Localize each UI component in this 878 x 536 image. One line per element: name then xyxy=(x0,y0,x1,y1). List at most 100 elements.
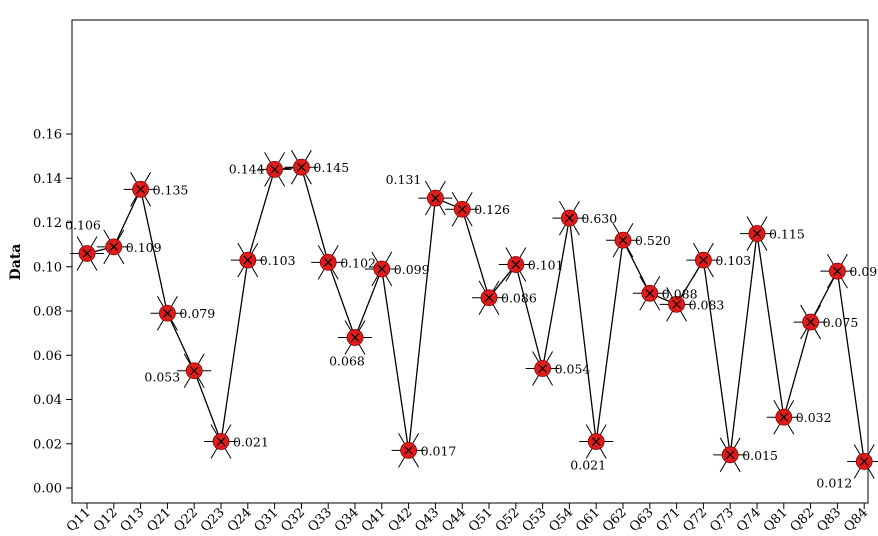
marker-x2 xyxy=(404,445,414,455)
data-label: 0.103 xyxy=(715,253,751,268)
y-axis: 0.00 0.02 0.04 0.06 0.08 0.10 0.12 0.14 0.16 xyxy=(33,128,72,497)
y-tick-label: 0.06 xyxy=(33,349,62,364)
marker-x2 xyxy=(725,450,735,460)
data-point xyxy=(177,353,212,388)
x-tick-label: Q23 xyxy=(198,505,228,531)
x-tick-label: Q22 xyxy=(171,505,201,531)
data-point xyxy=(713,437,748,473)
data-label: 0.103 xyxy=(260,253,296,268)
data-label: 0.109 xyxy=(126,240,162,255)
data-label: 0.126 xyxy=(474,202,510,217)
data-label: 0.083 xyxy=(689,297,725,312)
data-label: 0.630 xyxy=(581,211,617,226)
marker-x2 xyxy=(377,264,387,274)
data-point xyxy=(123,172,158,207)
marker-x2 xyxy=(109,242,119,252)
x-tick-label: Q73 xyxy=(707,505,737,531)
x-tick-label: Q51 xyxy=(466,505,496,531)
data-label: 0.131 xyxy=(386,172,422,187)
x-tick-label: Q33 xyxy=(305,505,335,531)
marker-x2 xyxy=(162,308,172,318)
x-tick-label: Q83 xyxy=(814,505,844,531)
x-axis: Q11Q12Q13Q21Q22Q23Q24Q31Q32Q33Q34Q41Q42Q… xyxy=(64,503,871,535)
marker-x2 xyxy=(832,266,842,276)
data-label: 0.054 xyxy=(555,362,591,377)
marker-x2 xyxy=(779,412,789,422)
data-point xyxy=(766,399,801,435)
series-marker-group xyxy=(70,149,878,479)
data-label: 0.115 xyxy=(769,227,805,242)
data-point xyxy=(284,149,319,185)
data-point xyxy=(257,152,292,187)
x-tick-label: Q63 xyxy=(627,505,657,531)
data-point xyxy=(338,320,372,355)
y-tick-label: 0.14 xyxy=(33,172,62,187)
data-label: 0.088 xyxy=(662,286,698,301)
y-tick-label: 0.12 xyxy=(33,216,62,231)
marker-x2 xyxy=(82,249,92,258)
data-point xyxy=(820,253,855,289)
data-label-group: 0.106 0.109 0.135 0.079 0.053 0.021 0.103 0.144… xyxy=(65,160,877,490)
data-point xyxy=(579,424,614,459)
x-tick-label: Q11 xyxy=(64,505,94,531)
data-point xyxy=(70,236,104,271)
data-label: 0.012 xyxy=(816,475,852,490)
data-label: 0.068 xyxy=(329,354,365,369)
series-line-group xyxy=(86,166,865,462)
y-tick-label: 0.16 xyxy=(33,128,62,143)
data-label: 0.102 xyxy=(340,255,376,270)
data-label: 0.520 xyxy=(635,233,671,248)
x-tick-label: Q53 xyxy=(520,505,550,531)
data-label: 0.017 xyxy=(421,443,457,458)
y-axis-title: Data xyxy=(8,244,24,281)
data-point xyxy=(525,351,560,386)
data-label: 0.032 xyxy=(796,410,832,425)
x-tick-label: Q32 xyxy=(278,505,308,531)
x-tick-label: Q81 xyxy=(761,505,791,531)
marker-x2 xyxy=(752,229,762,238)
marker-x2 xyxy=(618,235,628,245)
data-label: 0.135 xyxy=(153,182,189,197)
y-tick-label: 0.00 xyxy=(33,482,62,497)
data-label: 0.106 xyxy=(65,217,101,232)
data-point xyxy=(204,424,238,459)
x-tick-label: Q62 xyxy=(600,505,630,531)
data-label: 0.015 xyxy=(742,448,778,463)
data-label: 0.099 xyxy=(394,262,430,277)
data-point xyxy=(632,276,667,311)
x-tick-label: Q12 xyxy=(91,505,121,531)
marker-x2 xyxy=(672,299,682,309)
data-point xyxy=(445,191,480,227)
x-tick-label: Q43 xyxy=(412,505,442,531)
series-line xyxy=(86,166,865,462)
marker-x2 xyxy=(323,257,333,267)
data-point xyxy=(364,251,399,287)
data-label: 0.021 xyxy=(233,435,269,450)
data-point xyxy=(96,229,131,265)
data-label: 0.053 xyxy=(144,370,180,385)
marker-x2 xyxy=(296,162,306,172)
x-tick-label: Q13 xyxy=(118,505,148,531)
data-point xyxy=(552,200,587,236)
marker-x2 xyxy=(698,255,708,265)
marker-x2 xyxy=(511,260,521,269)
x-tick-label: Q41 xyxy=(359,505,389,531)
x-tick-label: Q72 xyxy=(680,505,710,531)
x-tick-label: Q34 xyxy=(332,505,362,531)
marker-x2 xyxy=(859,457,869,466)
y-tick-label: 0.08 xyxy=(33,305,62,320)
data-point xyxy=(606,222,640,258)
x-tick-label: Q71 xyxy=(654,505,684,531)
x-tick-label: Q21 xyxy=(144,505,174,531)
data-label: 0.086 xyxy=(501,291,537,306)
marker-x2 xyxy=(136,184,146,194)
plot-frame xyxy=(71,19,869,504)
x-tick-label: Q74 xyxy=(734,505,764,531)
marker-x2 xyxy=(806,317,816,327)
x-tick-label: Q84 xyxy=(841,505,871,531)
x-tick-label: Q44 xyxy=(439,505,469,531)
y-tick-label: 0.02 xyxy=(33,437,62,452)
data-label: 0.075 xyxy=(823,315,859,330)
